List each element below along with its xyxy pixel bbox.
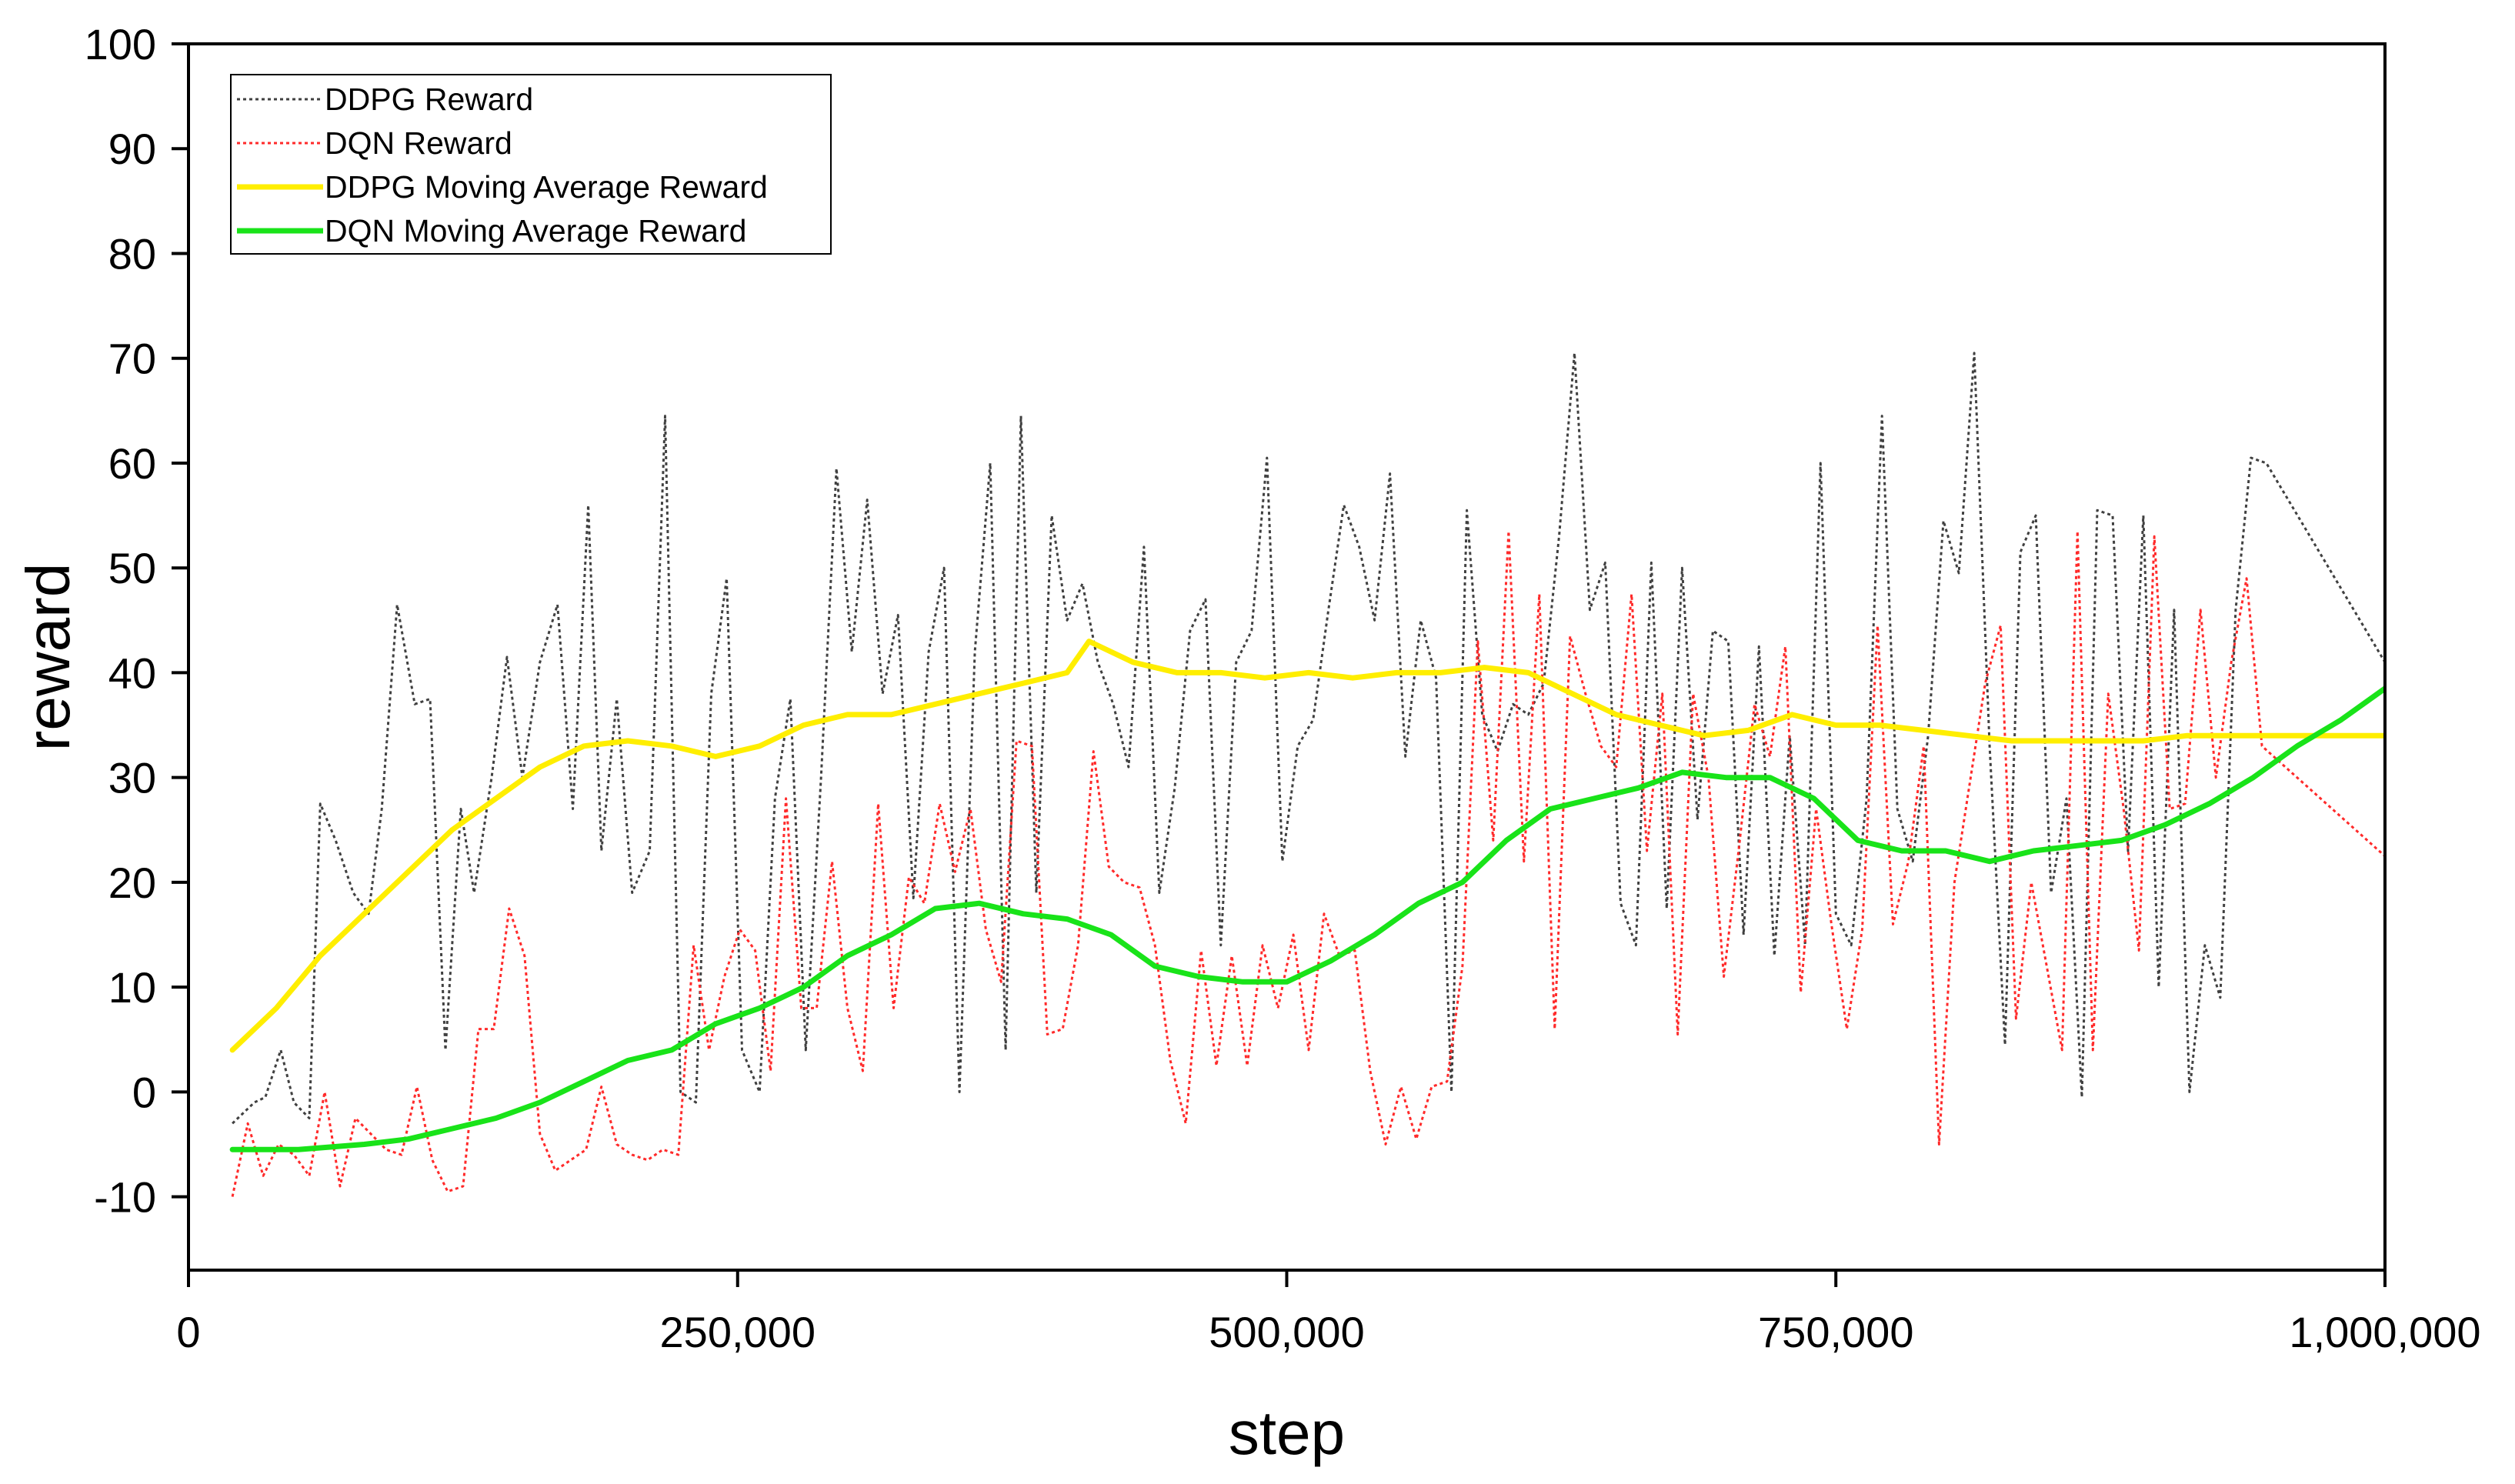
y-tick-label-9: 80	[108, 229, 156, 278]
x-tick-label-2: 500,000	[1209, 1308, 1364, 1356]
x-axis-title: step	[1229, 1399, 1345, 1467]
x-tick-label-1: 250,000	[660, 1308, 816, 1356]
y-tick-label-5: 40	[108, 649, 156, 697]
y-axis-title: reward	[14, 563, 82, 752]
legend-label-2: DDPG Moving Average Reward	[325, 169, 768, 205]
series-line-3	[229, 685, 2385, 1152]
series-layer	[229, 352, 2385, 1197]
legend-box	[230, 74, 832, 255]
y-tick-label-3: 20	[108, 859, 156, 907]
legend-label-3: DQN Moving Average Reward	[325, 213, 746, 248]
x-tick-label-4: 1,000,000	[2289, 1308, 2480, 1356]
x-tick-label-0: 0	[176, 1308, 200, 1356]
y-tick-label-8: 70	[108, 335, 156, 383]
legend-label-0: DDPG Reward	[325, 82, 533, 117]
axis-ticks: 0 250,000 500,000 750,000 1,000,000 -10 0 10 20 3…	[85, 20, 2481, 1356]
x-tick-label-3: 750,000	[1758, 1308, 1913, 1356]
y-tick-label-7: 60	[108, 439, 156, 488]
y-tick-label-10: 90	[108, 125, 156, 173]
series-line-1	[231, 530, 2385, 1197]
y-tick-label-4: 30	[108, 754, 156, 802]
y-tick-label-0: -10	[94, 1173, 156, 1222]
series-line-0	[232, 352, 2385, 1125]
series-line-2	[229, 639, 2385, 1053]
y-tick-label-6: 50	[108, 544, 156, 592]
y-tick-label-11: 100	[85, 20, 156, 68]
legend: DDPG Reward DQN Reward DDPG Moving Averag…	[230, 74, 832, 255]
y-tick-label-1: 0	[132, 1068, 156, 1116]
y-tick-label-2: 10	[108, 963, 156, 1012]
legend-label-1: DQN Reward	[325, 125, 512, 161]
